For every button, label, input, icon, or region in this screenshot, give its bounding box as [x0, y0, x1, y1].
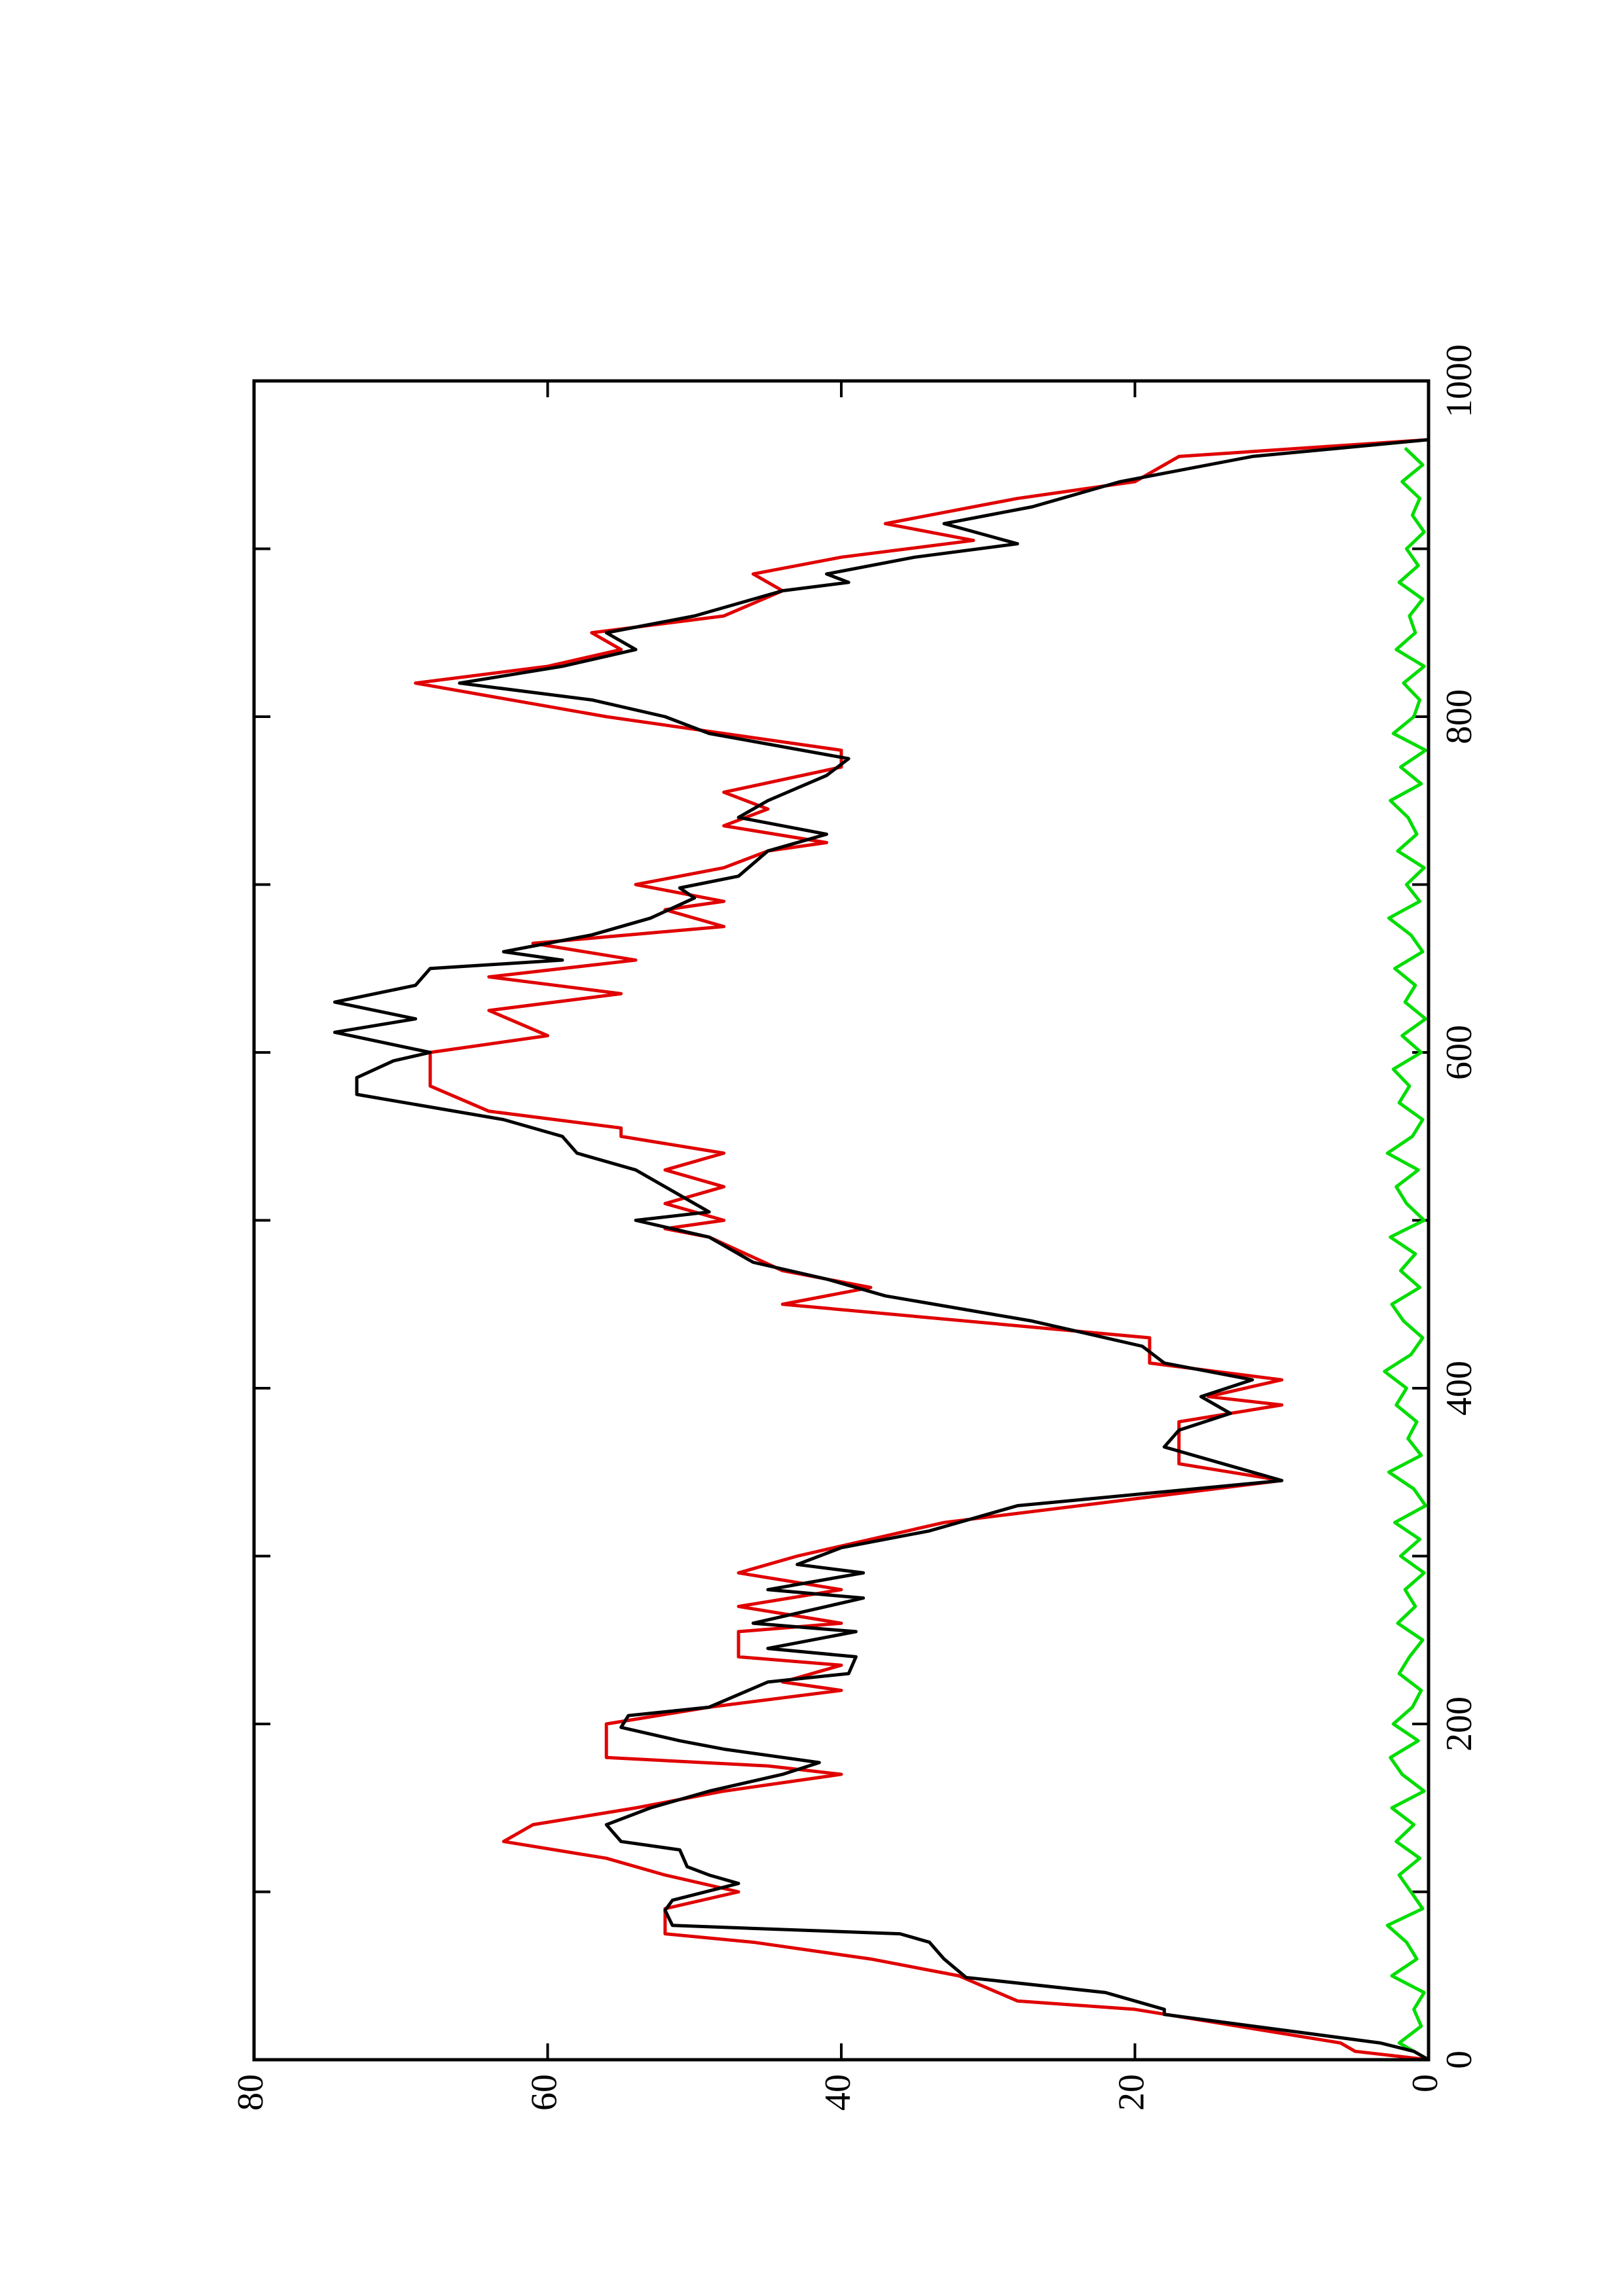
x-tick-label: 800 — [1439, 689, 1480, 744]
line-series — [1383, 446, 1430, 2062]
line-series — [333, 438, 1430, 2062]
line-series — [414, 438, 1429, 2062]
y-tick-label: 20 — [1111, 2074, 1152, 2111]
y-tick-label: 80 — [230, 2074, 271, 2111]
y-tick-label: 40 — [818, 2074, 858, 2111]
plot-area: 0 200 400 600 800 1000 0 20 40 60 80 — [230, 344, 1480, 2111]
x-tick-label: 400 — [1439, 1361, 1480, 1416]
x-tick-label: 1000 — [1439, 344, 1480, 418]
y-tick-label: 60 — [524, 2074, 564, 2111]
x-tick-label: 0 — [1439, 2051, 1480, 2069]
x-tick-label: 600 — [1439, 1025, 1480, 1080]
plot-frame — [252, 379, 1431, 2062]
y-tick-label: 0 — [1405, 2074, 1446, 2092]
x-tick-label: 200 — [1439, 1696, 1480, 1751]
